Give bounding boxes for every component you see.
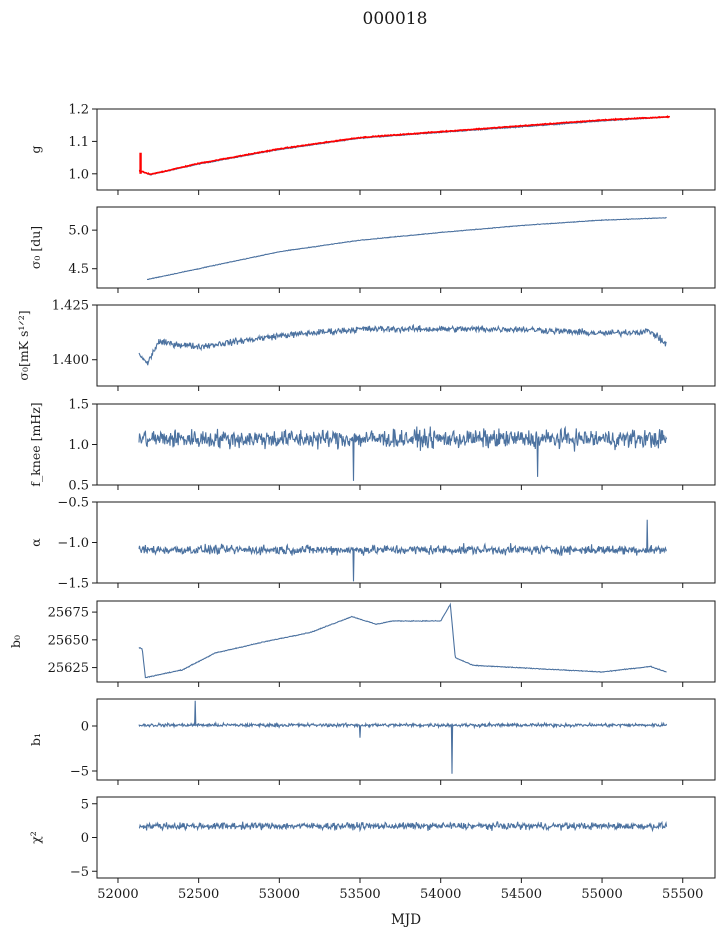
series-line-chi2	[138, 820, 668, 833]
panel-alpha: −1.5 −1.0 −0.5 α	[28, 496, 716, 592]
y-tick-label: 25625	[48, 661, 89, 676]
y-tick-label: −5	[70, 765, 89, 780]
y-tick-label: −1.5	[57, 577, 89, 592]
series-line-sigma0-mks	[138, 323, 667, 366]
y-tick-label: 0	[81, 720, 89, 735]
panel-sigma0-mks: 1.400 1.425 σ₀[mK s¹ᐟ²]	[16, 299, 716, 391]
y-axis-label-sigma0-du: σ₀ [du]	[28, 226, 43, 269]
y-tick-label: 1.5	[68, 398, 89, 413]
y-axis-label-fknee: f_knee [mHz]	[28, 402, 43, 486]
y-tick-label: 1.0	[68, 438, 89, 453]
series-line-fknee	[138, 425, 668, 481]
x-tick-label: 55500	[662, 887, 703, 902]
y-axis-label-alpha: α	[28, 538, 43, 547]
y-axis-label-g: g	[28, 145, 43, 153]
y-tick-label: 5.0	[68, 224, 89, 239]
y-tick-label: 5	[81, 797, 89, 812]
axes-frame-alpha	[96, 501, 716, 584]
y-tick-label: 1.0	[68, 167, 89, 182]
x-tick-label: 54500	[501, 887, 542, 902]
x-axis-label: MJD	[391, 912, 421, 928]
axes-frame-sigma0-du	[96, 206, 716, 289]
y-tick-label: −5	[70, 865, 89, 880]
y-axis-label-chi2: χ²	[28, 831, 43, 844]
series-line-b1	[138, 700, 668, 774]
axes-frame-b0	[96, 600, 716, 683]
y-tick-label: 0.5	[68, 479, 89, 494]
x-tick-label: 53500	[339, 887, 380, 902]
series-line-g-overlay	[139, 115, 671, 176]
series-line-alpha	[138, 519, 668, 582]
panel-sigma0-du: 4.5 5.0 σ₀ [du]	[28, 206, 716, 293]
series-line-g	[138, 116, 667, 176]
panel-b1: −5 0 b₁	[28, 698, 716, 785]
axes-frame-chi2	[96, 796, 716, 879]
y-tick-label: 1.425	[52, 299, 89, 314]
y-axis-label-b0: b₀	[8, 635, 23, 648]
y-tick-label: 1.1	[68, 135, 89, 150]
panel-b0: 25625 25650 25675 b₀	[8, 600, 716, 687]
y-axis-label-b1: b₁	[28, 733, 43, 746]
axes-frame-b1	[96, 698, 716, 781]
axes-frame-g	[96, 108, 716, 191]
panels: 1.0 1.1 1.2 g 4.5 5.0 σ₀ [du] 1.400 1.425 σ₀[mK s…	[8, 103, 716, 902]
panel-chi2: −5 0 5 52000 52500 53000 53500 54000 54500 55000 5…	[28, 796, 716, 902]
x-tick-label: 52000	[97, 887, 138, 902]
y-tick-label: 1.400	[52, 353, 89, 368]
panel-fknee: 0.5 1.0 1.5 f_knee [mHz]	[28, 398, 716, 494]
y-tick-label: −1.0	[57, 536, 89, 551]
y-axis-label-sigma0-mks: σ₀[mK s¹ᐟ²]	[16, 310, 31, 380]
y-tick-label: 4.5	[68, 262, 89, 277]
series-line-sigma0-du	[147, 216, 667, 280]
y-tick-label: 25650	[48, 633, 89, 648]
axes-frame-fknee	[96, 403, 716, 486]
x-tick-label: 53000	[259, 887, 300, 902]
y-tick-label: 1.2	[68, 103, 89, 118]
axes-frame-sigma0-mks	[96, 304, 716, 387]
y-tick-label: 0	[81, 831, 89, 846]
panel-g: 1.0 1.1 1.2 g	[28, 103, 716, 195]
y-tick-label: −0.5	[57, 496, 89, 511]
y-tick-label: 25675	[48, 606, 89, 621]
x-tick-label: 55000	[581, 887, 622, 902]
series-line-b0	[138, 602, 667, 679]
figure-title: 000018	[363, 9, 428, 29]
x-tick-label: 52500	[178, 887, 219, 902]
x-tick-label: 54000	[420, 887, 461, 902]
